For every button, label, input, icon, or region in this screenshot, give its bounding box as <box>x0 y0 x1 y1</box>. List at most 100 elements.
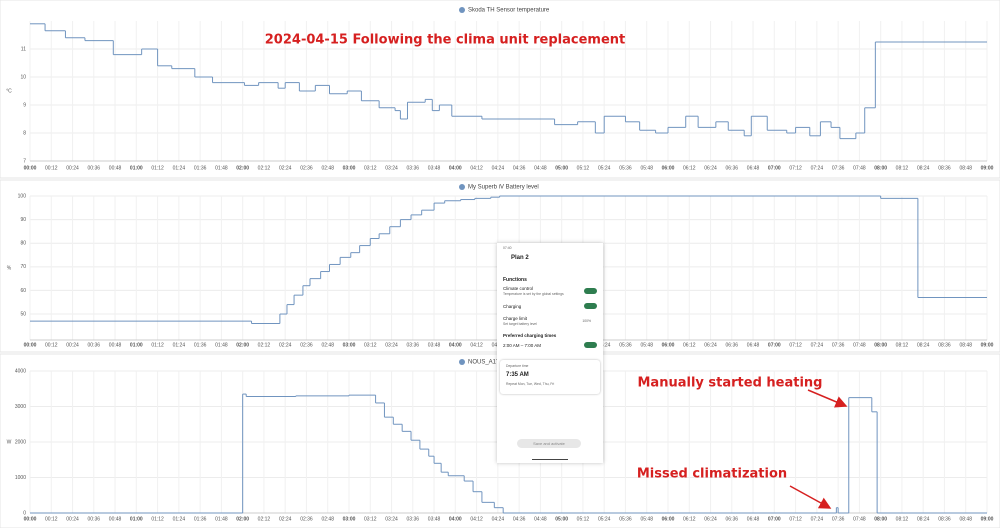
item-value: 100% <box>582 319 591 323</box>
legend-dot <box>459 184 465 190</box>
save-button[interactable]: Save and activate <box>517 439 581 448</box>
x-tick-label: 01:12 <box>151 516 164 522</box>
x-tick-label: 01:00 <box>130 165 143 171</box>
x-tick-label: 01:48 <box>215 342 228 348</box>
x-tick-label: 03:12 <box>364 165 377 171</box>
chart-title: NOUS_A1T_Soc <box>468 360 513 366</box>
y-axis-label: °C <box>6 88 12 94</box>
annotation: 2024-04-15 Following the clima unit repl… <box>265 33 625 48</box>
item-note: Temperature is set by the global setting… <box>503 292 564 296</box>
x-tick-label: 07:48 <box>853 342 866 348</box>
x-tick-label: 00:24 <box>66 165 79 171</box>
y-tick-label: 2000 <box>15 439 26 445</box>
x-tick-label: 00:36 <box>88 165 101 171</box>
x-tick-label: 05:24 <box>598 516 611 522</box>
chart-title: Skoda TH Sensor temperature <box>468 8 550 14</box>
item-note: Departure time <box>506 364 529 368</box>
x-tick-label: 01:24 <box>173 165 186 171</box>
x-tick-label: 00:48 <box>109 342 122 348</box>
y-tick-label: 11 <box>21 46 26 52</box>
x-tick-label: 06:24 <box>704 165 717 171</box>
chart-title: My Superb iV Battery level <box>468 185 539 191</box>
x-tick-label: 01:48 <box>215 165 228 171</box>
x-tick-label: 08:36 <box>938 165 951 171</box>
y-tick-label: 8 <box>23 130 26 136</box>
x-tick-label: 02:36 <box>300 165 313 171</box>
x-tick-label: 06:12 <box>683 342 696 348</box>
x-tick-label: 05:36 <box>619 165 632 171</box>
x-tick-label: 02:48 <box>321 516 334 522</box>
x-tick-label: 01:48 <box>215 516 228 522</box>
x-tick-label: 07:12 <box>789 165 802 171</box>
x-tick-label: 08:48 <box>959 165 972 171</box>
x-tick-label: 07:24 <box>811 165 824 171</box>
x-tick-label: 05:36 <box>619 516 632 522</box>
x-tick-label: 00:36 <box>88 516 101 522</box>
x-tick-label: 02:48 <box>321 342 334 348</box>
x-tick-label: 08:00 <box>874 516 887 522</box>
x-tick-label: 01:36 <box>194 165 207 171</box>
x-tick-label: 05:12 <box>577 516 590 522</box>
x-tick-label: 01:36 <box>194 342 207 348</box>
x-tick-label: 05:48 <box>640 342 653 348</box>
x-tick-label: 05:00 <box>555 165 568 171</box>
x-tick-label: 03:00 <box>343 165 356 171</box>
x-tick-label: 05:24 <box>598 165 611 171</box>
x-tick-label: 05:48 <box>640 165 653 171</box>
x-tick-label: 00:12 <box>45 342 58 348</box>
legend-dot <box>459 7 465 13</box>
x-tick-label: 05:00 <box>555 516 568 522</box>
x-tick-label: 01:36 <box>194 516 207 522</box>
y-tick-label: 90 <box>20 217 26 223</box>
x-tick-label: 03:24 <box>385 342 398 348</box>
x-tick-label: 03:36 <box>407 165 420 171</box>
x-tick-label: 01:12 <box>151 165 164 171</box>
x-tick-label: 03:00 <box>343 342 356 348</box>
legend-dot <box>459 359 465 365</box>
y-axis-label: W <box>7 439 12 445</box>
toggle <box>584 342 597 348</box>
x-tick-label: 04:36 <box>513 165 526 171</box>
x-tick-label: 00:48 <box>109 516 122 522</box>
x-tick-label: 07:48 <box>853 516 866 522</box>
phone-title: Plan 2 <box>511 255 529 261</box>
x-tick-label: 04:12 <box>470 165 483 171</box>
x-tick-label: 00:48 <box>109 165 122 171</box>
y-tick-label: 0 <box>23 510 26 516</box>
x-tick-label: 02:12 <box>258 516 271 522</box>
x-tick-label: 06:24 <box>704 342 717 348</box>
section: Functions <box>503 277 527 283</box>
x-tick-label: 02:24 <box>279 342 292 348</box>
x-tick-label: 07:24 <box>811 342 824 348</box>
x-tick-label: 06:00 <box>662 342 675 348</box>
x-tick-label: 00:12 <box>45 516 58 522</box>
x-tick-label: 06:48 <box>747 165 760 171</box>
x-tick-label: 01:12 <box>151 342 164 348</box>
x-tick-label: 02:36 <box>300 342 313 348</box>
x-tick-label: 06:24 <box>704 516 717 522</box>
y-tick-label: 4000 <box>15 368 26 374</box>
x-tick-label: 06:48 <box>747 342 760 348</box>
departure-time: 7:35 AM <box>506 372 529 378</box>
x-tick-label: 03:24 <box>385 516 398 522</box>
y-tick-label: 60 <box>20 288 26 294</box>
x-tick-label: 06:00 <box>662 165 675 171</box>
x-tick-label: 09:00 <box>981 342 994 348</box>
y-tick-label: 100 <box>18 193 27 199</box>
annotation-arrow <box>807 389 848 408</box>
item: Climate control <box>503 286 534 291</box>
x-tick-label: 03:48 <box>428 342 441 348</box>
x-tick-label: 07:00 <box>768 165 781 171</box>
home-bar <box>532 459 568 460</box>
x-tick-label: 04:48 <box>534 165 547 171</box>
x-tick-label: 06:36 <box>726 516 739 522</box>
x-tick-label: 04:24 <box>492 516 505 522</box>
x-tick-label: 00:00 <box>24 342 37 348</box>
phone-overlay: 07:40 Plan 2 Functions Climate control T… <box>497 243 603 463</box>
x-tick-label: 02:48 <box>321 165 334 171</box>
x-tick-label: 04:48 <box>534 516 547 522</box>
y-tick-label: 9 <box>23 102 26 108</box>
x-tick-label: 05:12 <box>577 165 590 171</box>
item: 2:00 AM – 7:00 AM <box>503 343 542 348</box>
